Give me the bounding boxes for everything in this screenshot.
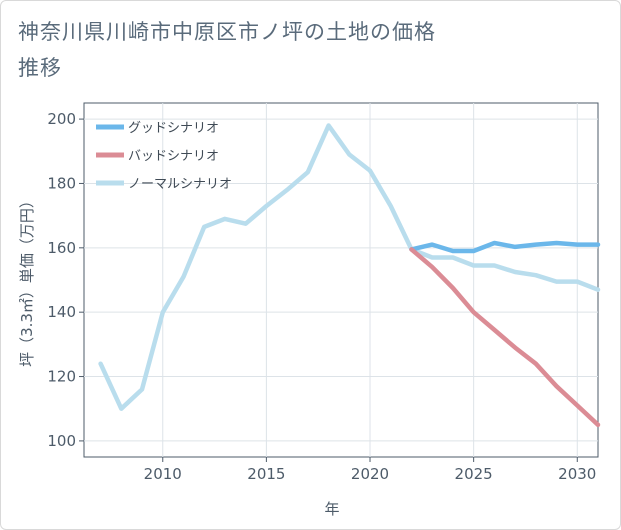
y-tick-label: 140 <box>47 303 76 321</box>
plot-area <box>83 102 599 458</box>
axes: 100 120 140 160 180 200 2010 2015 2020 2025 2030 <box>47 110 596 483</box>
series-line-2 <box>409 247 601 428</box>
x-tick-label: 2015 <box>247 465 285 483</box>
legend-label: バッドシナリオ <box>128 149 219 164</box>
grid-lines <box>84 103 598 457</box>
x-tick-label: 2030 <box>558 465 596 483</box>
y-axis-title: 坪（3.3㎡）単価（万円） <box>18 193 36 367</box>
x-tick-label: 2020 <box>351 465 389 483</box>
y-tick-label: 180 <box>47 174 76 192</box>
chart-title: 神奈川県川崎市中原区市ノ坪の土地の価格推移 <box>18 20 436 80</box>
series-layer <box>98 123 601 428</box>
legend-label: グッドシナリオ <box>128 121 219 136</box>
x-axis-title: 年 <box>324 500 339 518</box>
x-tick-label: 2010 <box>144 465 182 483</box>
y-tick-label: 160 <box>47 239 76 257</box>
series-line-1 <box>409 240 601 254</box>
y-tick-label: 120 <box>47 368 76 386</box>
legend-label: ノーマルシナリオ <box>128 177 232 192</box>
series-line-3 <box>98 123 601 411</box>
x-tick-label: 2025 <box>455 465 493 483</box>
y-tick-label: 200 <box>47 110 76 128</box>
y-tick-label: 100 <box>47 432 76 450</box>
